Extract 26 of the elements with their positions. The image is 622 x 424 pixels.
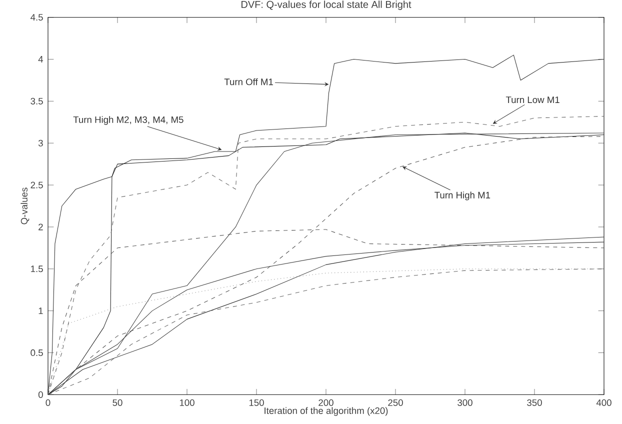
y-tick-label: 4.5 (30, 14, 43, 21)
x-tick-label: 250 (388, 399, 403, 406)
x-tick-label: 50 (112, 399, 122, 406)
y-tick-label: 4 (38, 56, 44, 62)
y-axis-title: Q-values (20, 188, 30, 224)
annotation: Turn Low M1 (506, 96, 560, 104)
annotation: Turn High M2, M3, M4, M5 (73, 116, 184, 125)
x-tick-label: 350 (527, 399, 542, 406)
y-tick-label: 2 (38, 224, 43, 230)
y-tick-label: 0.5 (30, 349, 43, 356)
y-tick-label: 1.5 (31, 266, 43, 272)
y-tick-label: 1 (38, 308, 43, 314)
x-tick-label: 300 (458, 399, 472, 406)
x-tick-label: 100 (180, 399, 194, 406)
x-tick-label: 150 (249, 399, 264, 406)
y-tick-label: 3 (38, 140, 43, 146)
y-tick-label: 0 (38, 391, 43, 398)
x-tick-label: 200 (318, 399, 334, 406)
x-tick-label: 400 (596, 399, 612, 406)
chart-title: DVF: Q-values for local state All Bright (242, 0, 412, 10)
x-tick-label: 0 (46, 399, 50, 406)
x-axis-title: Iteration of the algorithm (x20) (264, 407, 388, 416)
y-tick-label: 2.5 (30, 182, 43, 188)
annotation: Turn Off M1 (224, 78, 273, 86)
y-tick-label: 3.5 (30, 98, 43, 104)
annotation: Turn High M1 (434, 192, 490, 200)
